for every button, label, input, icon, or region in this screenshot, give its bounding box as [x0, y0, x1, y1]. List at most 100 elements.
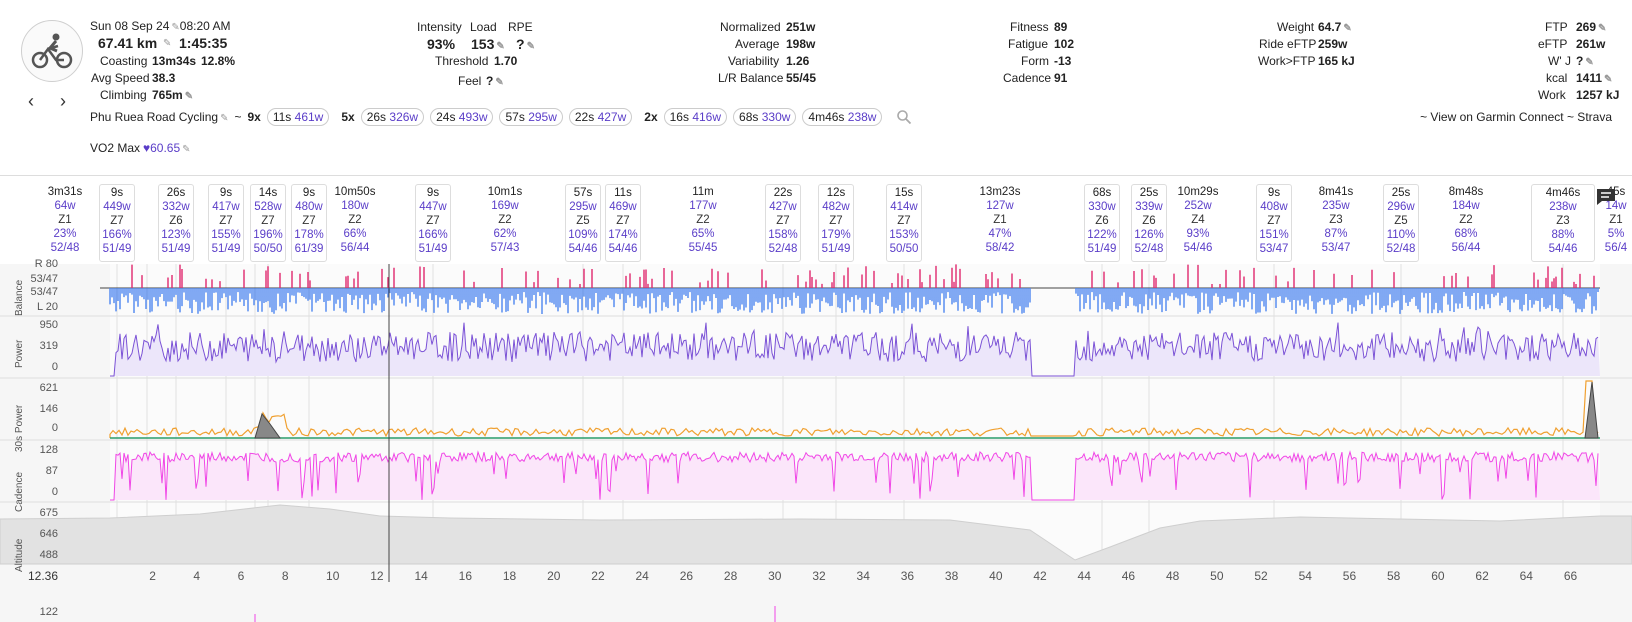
distance-value[interactable]: 67.41 km: [98, 35, 158, 51]
interval-zone: Z7: [1267, 215, 1281, 227]
interval-lr-balance: 52/48: [1134, 243, 1164, 255]
interval-card[interactable]: 8m41s 235w Z3 87% 53/47: [1308, 184, 1364, 262]
interval-duration: 9s: [302, 187, 316, 199]
interval-zone: Z2: [348, 214, 362, 226]
chip-multiplier-9x: 9x: [247, 110, 261, 124]
interval-card[interactable]: 22s 427w Z7 158% 52/48: [765, 184, 801, 262]
kcal-value[interactable]: 1411 ✎: [1576, 71, 1613, 85]
form-label: Form: [1021, 54, 1049, 68]
p30-min: 0: [51, 422, 58, 434]
interval-lr-balance: 51/49: [821, 243, 851, 255]
p30-series-orange: [109, 380, 1599, 438]
activity-charts[interactable]: Balance R 80 53/47 53/47 L 20 Power 950 …: [0, 258, 1632, 622]
prev-activity-button[interactable]: ‹: [28, 91, 34, 111]
interval-card[interactable]: 10m1s 169w Z2 62% 57/43: [477, 184, 533, 262]
interval-card[interactable]: 4m46s 238w Z3 88% 54/46: [1531, 184, 1595, 262]
interval-chip[interactable]: 4m46s 238w: [802, 108, 883, 126]
interval-card[interactable]: 9s 447w Z7 166% 51/49: [415, 184, 451, 262]
kcal-label: kcal: [1546, 71, 1568, 85]
interval-percent: 178%: [294, 229, 324, 241]
charts-svg[interactable]: [0, 264, 1632, 622]
balance-r-label: R 80: [34, 258, 58, 270]
interval-card[interactable]: 45s 14w Z1 5% 56/4: [1588, 184, 1632, 262]
interval-watts: 169w: [491, 200, 519, 212]
weight-value[interactable]: 64.7 ✎: [1318, 20, 1352, 34]
wj-value[interactable]: ? ✎: [1576, 54, 1594, 68]
interval-card[interactable]: 10m50s 180w Z2 66% 56/44: [327, 184, 383, 262]
power-series: [110, 322, 1599, 377]
interval-lr-balance: 50/50: [889, 243, 919, 255]
interval-duration: 57s: [573, 187, 593, 199]
interval-card[interactable]: 68s 330w Z6 122% 51/49: [1084, 184, 1120, 262]
comment-icon[interactable]: [1596, 188, 1616, 206]
activity-name[interactable]: Phu Ruea Road Cycling ✎: [90, 110, 229, 124]
threshold-label: Threshold: [435, 54, 489, 68]
strava-link[interactable]: ~ Strava: [1566, 110, 1612, 124]
vo2-max-value[interactable]: ♥60.65 ✎: [143, 141, 191, 155]
interval-card[interactable]: 9s 480w Z7 178% 61/39: [291, 184, 327, 262]
x-tick-label: 62: [1475, 569, 1489, 583]
interval-card[interactable]: 25s 339w Z6 126% 52/48: [1131, 184, 1167, 262]
interval-card[interactable]: 9s 417w Z7 155% 51/49: [208, 184, 244, 262]
interval-card[interactable]: 12s 482w Z7 179% 51/49: [818, 184, 854, 262]
coasting-time: 13m34s: [152, 54, 197, 68]
interval-chip[interactable]: 26s 326w: [360, 108, 425, 126]
cadence-value: 91: [1054, 71, 1068, 85]
interval-duration: 9s: [219, 187, 233, 199]
interval-lr-balance: 61/39: [294, 243, 324, 255]
cadence-series: [110, 450, 1599, 501]
avg-speed-label: Avg Speed: [91, 71, 150, 85]
interval-chip[interactable]: 22s 427w: [568, 108, 633, 126]
balance-value-2: 53/47: [30, 286, 58, 298]
ride-eftp-value: 259w: [1318, 37, 1348, 51]
interval-zone: Z1: [1609, 214, 1623, 226]
load-value[interactable]: 153 ✎: [471, 36, 505, 52]
interval-percent: 196%: [253, 229, 283, 241]
interval-chip[interactable]: 57s 295w: [499, 108, 563, 126]
interval-zone: Z7: [776, 215, 790, 227]
interval-card[interactable]: 9s 449w Z7 166% 51/49: [99, 184, 135, 262]
interval-lr-balance: 51/49: [418, 243, 448, 255]
x-tick-label: 32: [812, 569, 826, 583]
interval-card[interactable]: 26s 332w Z6 123% 51/49: [158, 184, 194, 262]
interval-duration: 25s: [1391, 187, 1411, 199]
edit-distance-icon[interactable]: ✎: [163, 38, 172, 49]
interval-chip[interactable]: 11s 461w: [266, 108, 330, 126]
interval-watts: 469w: [609, 201, 637, 213]
interval-card[interactable]: 9s 408w Z7 151% 53/47: [1256, 184, 1292, 262]
interval-card[interactable]: 25s 296w Z5 110% 52/48: [1383, 184, 1419, 262]
interval-chip[interactable]: 24s 493w: [430, 108, 494, 126]
ftp-value[interactable]: 269 ✎: [1576, 20, 1607, 34]
interval-zone: Z7: [219, 215, 233, 227]
interval-card[interactable]: 13m23s 127w Z1 47% 58/42: [972, 184, 1028, 262]
x-tick-label: 34: [856, 569, 870, 583]
interval-watts: 252w: [1184, 200, 1212, 212]
fitness-value: 89: [1054, 20, 1068, 34]
eftp-value: 261w: [1576, 37, 1606, 51]
next-activity-button[interactable]: ›: [60, 91, 66, 111]
activity-date[interactable]: Sun 08 Sep 24 ✎08:20 AM: [90, 19, 231, 33]
interval-percent: 151%: [1259, 229, 1289, 241]
rpe-value[interactable]: ? ✎: [516, 36, 535, 52]
interval-zone: Z1: [993, 214, 1007, 226]
climbing-value[interactable]: 765m ✎: [152, 88, 194, 102]
feel-value[interactable]: ? ✎: [486, 74, 504, 88]
interval-card[interactable]: 11s 469w Z7 174% 54/46: [605, 184, 641, 262]
interval-chip[interactable]: 16s 416w: [663, 108, 728, 126]
interval-card[interactable]: 3m31s 64w Z1 23% 52/48: [37, 184, 93, 262]
search-icon[interactable]: [896, 109, 912, 125]
x-tick-label: 10: [326, 569, 340, 583]
interval-card[interactable]: 14s 528w Z7 196% 50/50: [250, 184, 286, 262]
interval-percent: 87%: [1324, 228, 1348, 240]
garmin-connect-link[interactable]: ~ View on Garmin Connect: [1420, 110, 1564, 124]
interval-card[interactable]: 8m48s 184w Z2 68% 56/44: [1438, 184, 1494, 262]
interval-card[interactable]: 15s 414w Z7 153% 50/50: [886, 184, 922, 262]
cadence-area: [110, 452, 1600, 500]
interval-lr-balance: 54/46: [1183, 242, 1213, 254]
work-label: Work: [1538, 88, 1566, 102]
interval-chip[interactable]: 68s 330w: [733, 108, 797, 126]
interval-lr-balance: 56/44: [1451, 242, 1481, 254]
interval-card[interactable]: 11m 177w Z2 65% 55/45: [675, 184, 731, 262]
interval-card[interactable]: 57s 295w Z5 109% 54/46: [565, 184, 601, 262]
interval-card[interactable]: 10m29s 252w Z4 93% 54/46: [1170, 184, 1226, 262]
